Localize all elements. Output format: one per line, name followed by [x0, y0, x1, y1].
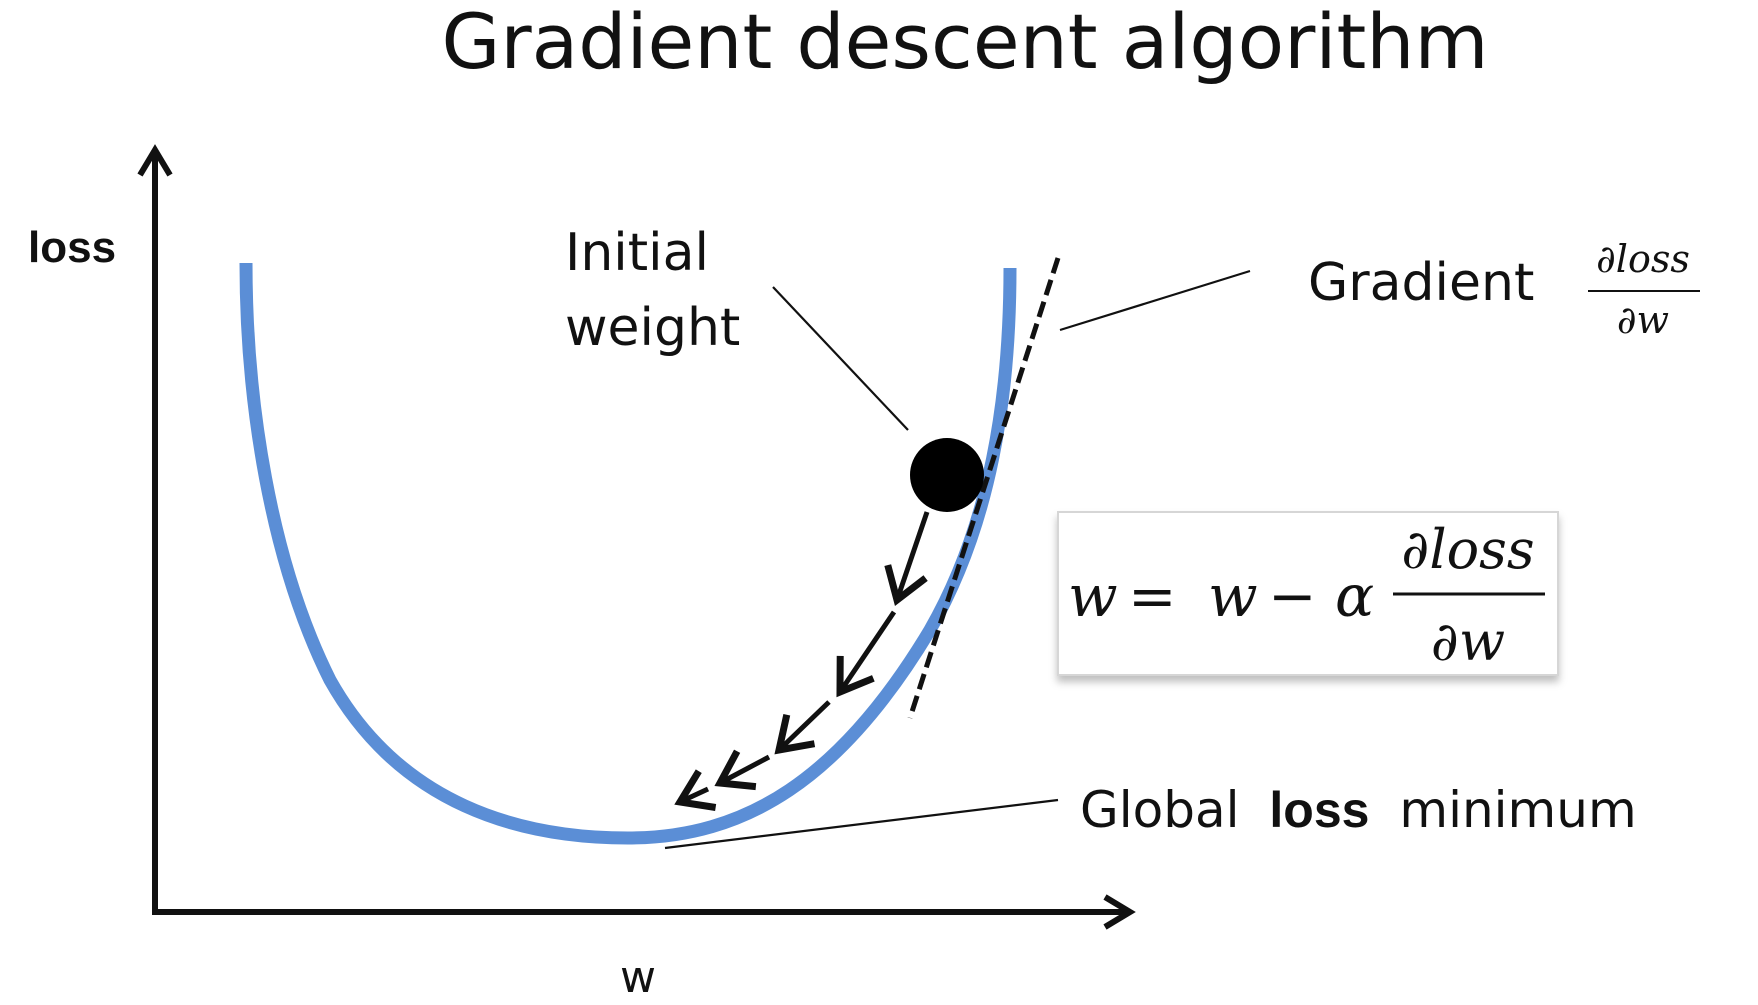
descent-step-arrow: [836, 610, 897, 698]
gradient-fraction: ∂loss ∂w: [1588, 237, 1700, 342]
initial-weight-label-line1: Initial: [565, 223, 709, 283]
tangent-line: [907, 257, 1061, 719]
gradient-fraction-numerator: ∂loss: [1596, 237, 1690, 281]
update-rule-minus: −: [1268, 562, 1317, 630]
global-minimum-label: Global loss minimum: [1080, 781, 1637, 839]
global-minimum-prefix: Global: [1080, 781, 1240, 839]
descent-step-arrow: [774, 700, 831, 755]
descent-step-arrow: [884, 511, 930, 606]
update-rule-box: w = w − α ∂loss ∂w: [1057, 511, 1559, 676]
update-rule-lhs: w: [1068, 562, 1118, 630]
update-rule-equals: =: [1128, 562, 1177, 630]
update-rule-denominator: ∂w: [1431, 610, 1505, 673]
descent-steps: [674, 511, 930, 811]
y-axis-label: loss: [28, 223, 116, 272]
initial-weight-label-line2: weight: [565, 298, 740, 358]
global-minimum-suffix: minimum: [1399, 781, 1636, 839]
y-axis-arrowhead: [137, 144, 173, 177]
axes: [137, 144, 1136, 930]
update-rule-w: w: [1208, 562, 1258, 630]
x-axis-label: w: [620, 952, 656, 1003]
descent-step-arrow: [674, 769, 717, 811]
descent-step-arrow: [714, 749, 771, 791]
gradient-label: Gradient: [1308, 253, 1534, 313]
update-rule-numerator: ∂loss: [1401, 518, 1534, 581]
slide-title: Gradient descent algorithm: [441, 0, 1488, 86]
initial-weight-point: [910, 438, 984, 512]
update-rule-alpha: α: [1335, 562, 1374, 630]
global-minimum-leader: [664, 798, 1059, 850]
x-axis-arrowhead: [1103, 894, 1136, 930]
loss-curve: [239, 262, 1017, 845]
global-minimum-bold: loss: [1269, 782, 1369, 838]
gradient-fraction-denominator: ∂w: [1617, 298, 1669, 342]
initial-weight-leader: [772, 286, 909, 431]
gradient-leader: [1059, 269, 1251, 332]
